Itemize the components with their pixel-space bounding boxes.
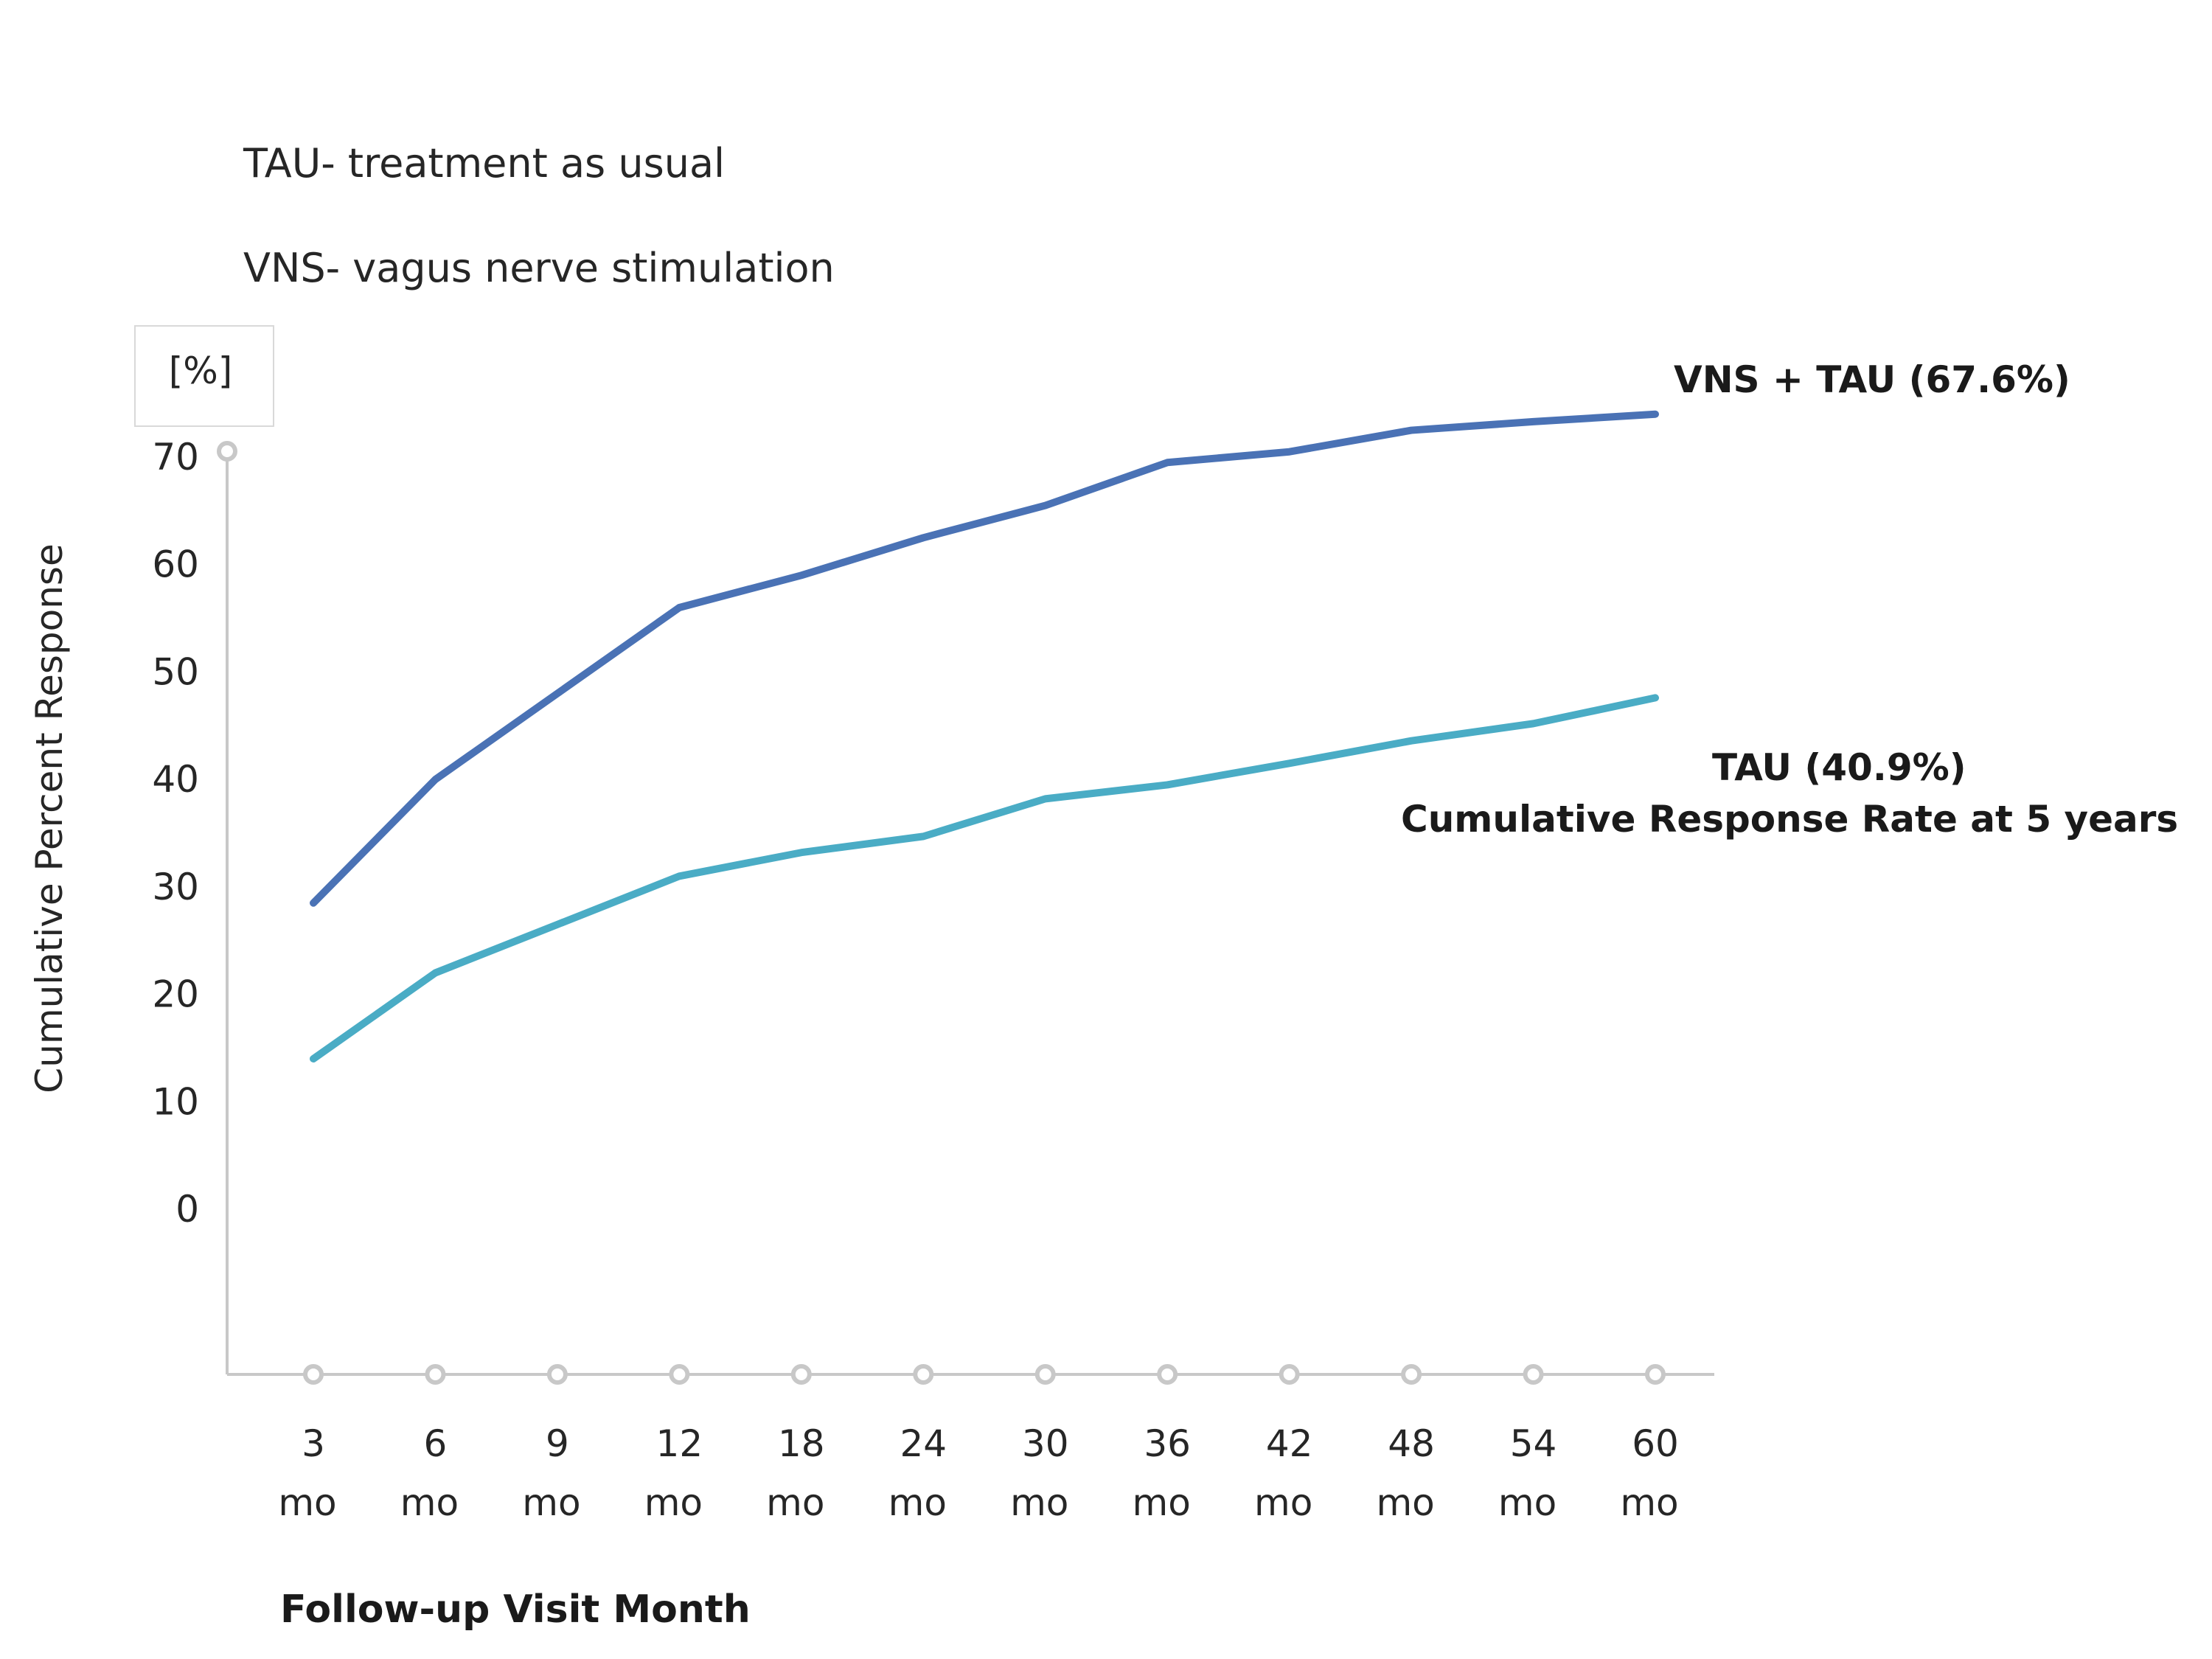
y-tick-label: 0 — [175, 1188, 199, 1231]
x-axis-marker — [913, 1364, 934, 1385]
note-tau: TAU- treatment as usual — [243, 140, 725, 187]
series-label-tau: TAU (40.9%) — [1712, 746, 1966, 789]
x-axis-marker — [303, 1364, 324, 1385]
y-tick-label: 10 — [152, 1080, 199, 1123]
y-tick-label: 50 — [152, 650, 199, 693]
series-line-vns-tau — [310, 410, 1659, 907]
x-axis-marker — [1034, 1364, 1056, 1385]
series-label-vns-tau: VNS + TAU (67.6%) — [1674, 358, 2070, 401]
y-axis-end-marker — [217, 441, 237, 462]
x-axis-marker — [669, 1364, 690, 1385]
x-axis-marker — [1279, 1364, 1300, 1385]
unit-label: [%] — [169, 349, 233, 392]
x-tick-label: 30 mo — [1010, 1422, 1068, 1524]
x-axis-marker — [425, 1364, 446, 1385]
y-ticks: 70 60 50 40 30 20 10 0 — [152, 436, 199, 1231]
x-tick-label: 12 mo — [644, 1422, 703, 1524]
x-tick-label: 48 mo — [1376, 1422, 1434, 1524]
x-tick-label: 54 mo — [1498, 1422, 1557, 1524]
x-axis-marker — [1523, 1364, 1544, 1385]
annotation-5-years: Cumulative Response Rate at 5 years — [1401, 798, 2178, 841]
y-tick-label: 20 — [152, 973, 199, 1016]
x-tick-label: 9 mo — [522, 1422, 580, 1524]
x-ticks: 3 mo 6 mo 9 mo 12 mo 18 mo 24 mo 30 mo 36 mo 42 mo 48 mo 54 m… — [278, 1422, 1678, 1524]
note-vns: VNS- vagus nerve stimulation — [243, 245, 835, 291]
series-line-tau — [310, 694, 1659, 1062]
x-axis-marker — [1645, 1364, 1666, 1385]
y-tick-label: 30 — [152, 866, 199, 908]
x-tick-label: 6 mo — [400, 1422, 459, 1524]
y-tick-label: 40 — [152, 758, 199, 801]
x-tick-label: 24 mo — [888, 1422, 947, 1524]
y-tick-label: 60 — [152, 543, 199, 586]
x-tick-label: 3 mo — [278, 1422, 336, 1524]
unit-box — [134, 325, 274, 427]
x-tick-label: 18 mo — [766, 1422, 824, 1524]
x-tick-label: 42 mo — [1254, 1422, 1312, 1524]
x-axis-marker — [1157, 1364, 1178, 1385]
x-markers — [303, 1364, 1666, 1385]
y-tick-label: 70 — [152, 436, 199, 479]
series-lines — [310, 410, 1659, 1062]
x-tick-label: 60 mo — [1620, 1422, 1678, 1524]
x-axis-marker — [1401, 1364, 1422, 1385]
y-axis-label: Cumulative Percent Response — [28, 543, 71, 1093]
x-tick-label: 36 mo — [1133, 1422, 1191, 1524]
x-axis-marker — [546, 1364, 568, 1385]
x-axis-label: Follow-up Visit Month — [280, 1587, 751, 1632]
x-axis-marker — [790, 1364, 812, 1385]
